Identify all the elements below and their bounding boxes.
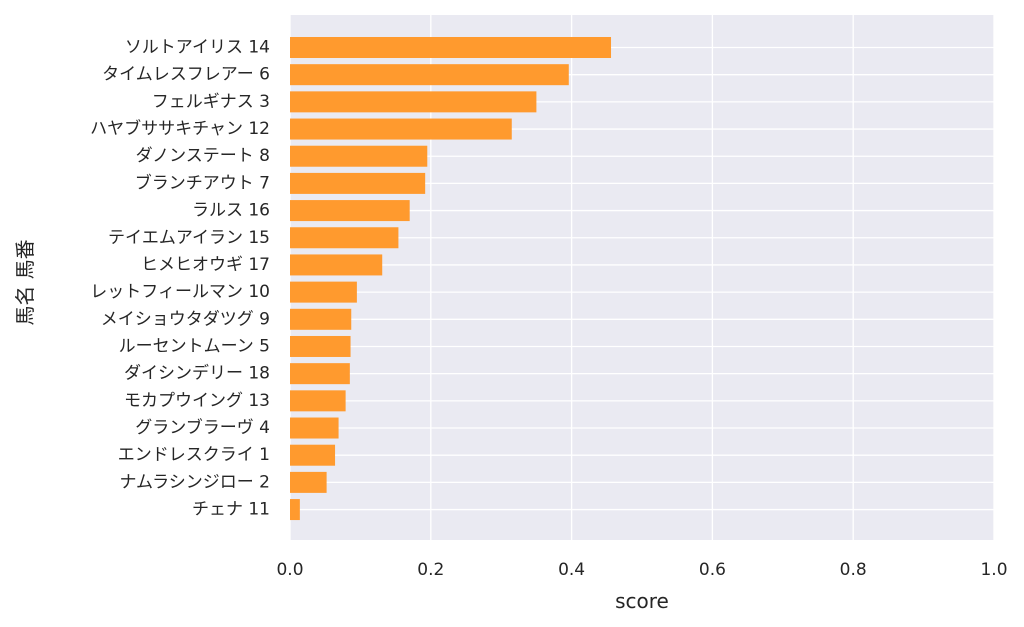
- bar: [290, 281, 357, 303]
- y-tick-label: ダノンステート 8: [136, 146, 270, 166]
- y-tick-label: チェナ 11: [192, 500, 270, 520]
- bar: [290, 227, 399, 249]
- bar: [290, 390, 346, 412]
- y-tick-label: ソルトアイリス 14: [125, 38, 270, 58]
- y-tick-label: エンドレスクライ 1: [118, 445, 270, 465]
- bar: [290, 172, 426, 194]
- bar: [290, 335, 351, 357]
- y-tick-label: ナムラシンジロー 2: [119, 472, 270, 492]
- x-tick-label: 0.6: [699, 560, 726, 580]
- y-tick-labels: ソルトアイリス 14 タイムレスフレアー 6 フェルギナス 3 ハヤブササキチャン 1…: [90, 38, 270, 520]
- y-axis-title: 馬名 馬番: [13, 239, 37, 325]
- x-tick-label: 0.2: [417, 560, 444, 580]
- x-axis-title: score: [615, 589, 669, 613]
- y-tick-label: フェルギナス 3: [152, 92, 270, 112]
- bar: [290, 499, 300, 521]
- bar: [290, 64, 569, 86]
- y-tick-label: ダイシンデリー 18: [124, 363, 270, 384]
- y-tick-label: レットフィールマン 10: [90, 282, 270, 302]
- bar: [290, 145, 428, 167]
- y-tick-label: ヒメヒオウギ 17: [141, 255, 270, 275]
- bar: [290, 200, 410, 222]
- y-tick-label: テイエムアイラン 15: [108, 228, 270, 248]
- y-tick-label: ハヤブササキチャン 12: [90, 118, 270, 139]
- y-tick-label: ブランチアウト 7: [135, 172, 270, 193]
- bar: [290, 417, 339, 439]
- y-tick-label: ラルス 16: [192, 201, 270, 221]
- bar: [290, 444, 336, 466]
- bar: [290, 37, 612, 58]
- bar: [290, 471, 327, 493]
- bar: [290, 254, 383, 276]
- y-tick-label: タイムレスフレアー 6: [102, 65, 270, 85]
- x-tick-label: 0.0: [276, 560, 303, 580]
- x-tick-label: 1.0: [980, 560, 1007, 580]
- x-tick-labels: 0.0 0.2 0.4 0.6 0.8 1.0: [276, 560, 1007, 580]
- bars: [290, 37, 612, 521]
- x-tick-label: 0.8: [840, 560, 867, 580]
- y-tick-label: メイショウタダツグ 9: [101, 309, 270, 329]
- y-tick-label: モカプウイング 13: [124, 391, 270, 411]
- bar: [290, 91, 537, 113]
- x-tick-label: 0.4: [558, 560, 585, 580]
- y-tick-label: グランブラーヴ 4: [135, 417, 270, 438]
- y-tick-label: ルーセントムーン 5: [119, 336, 270, 356]
- bar: [290, 308, 352, 330]
- bar: [290, 118, 512, 140]
- bar: [290, 363, 350, 385]
